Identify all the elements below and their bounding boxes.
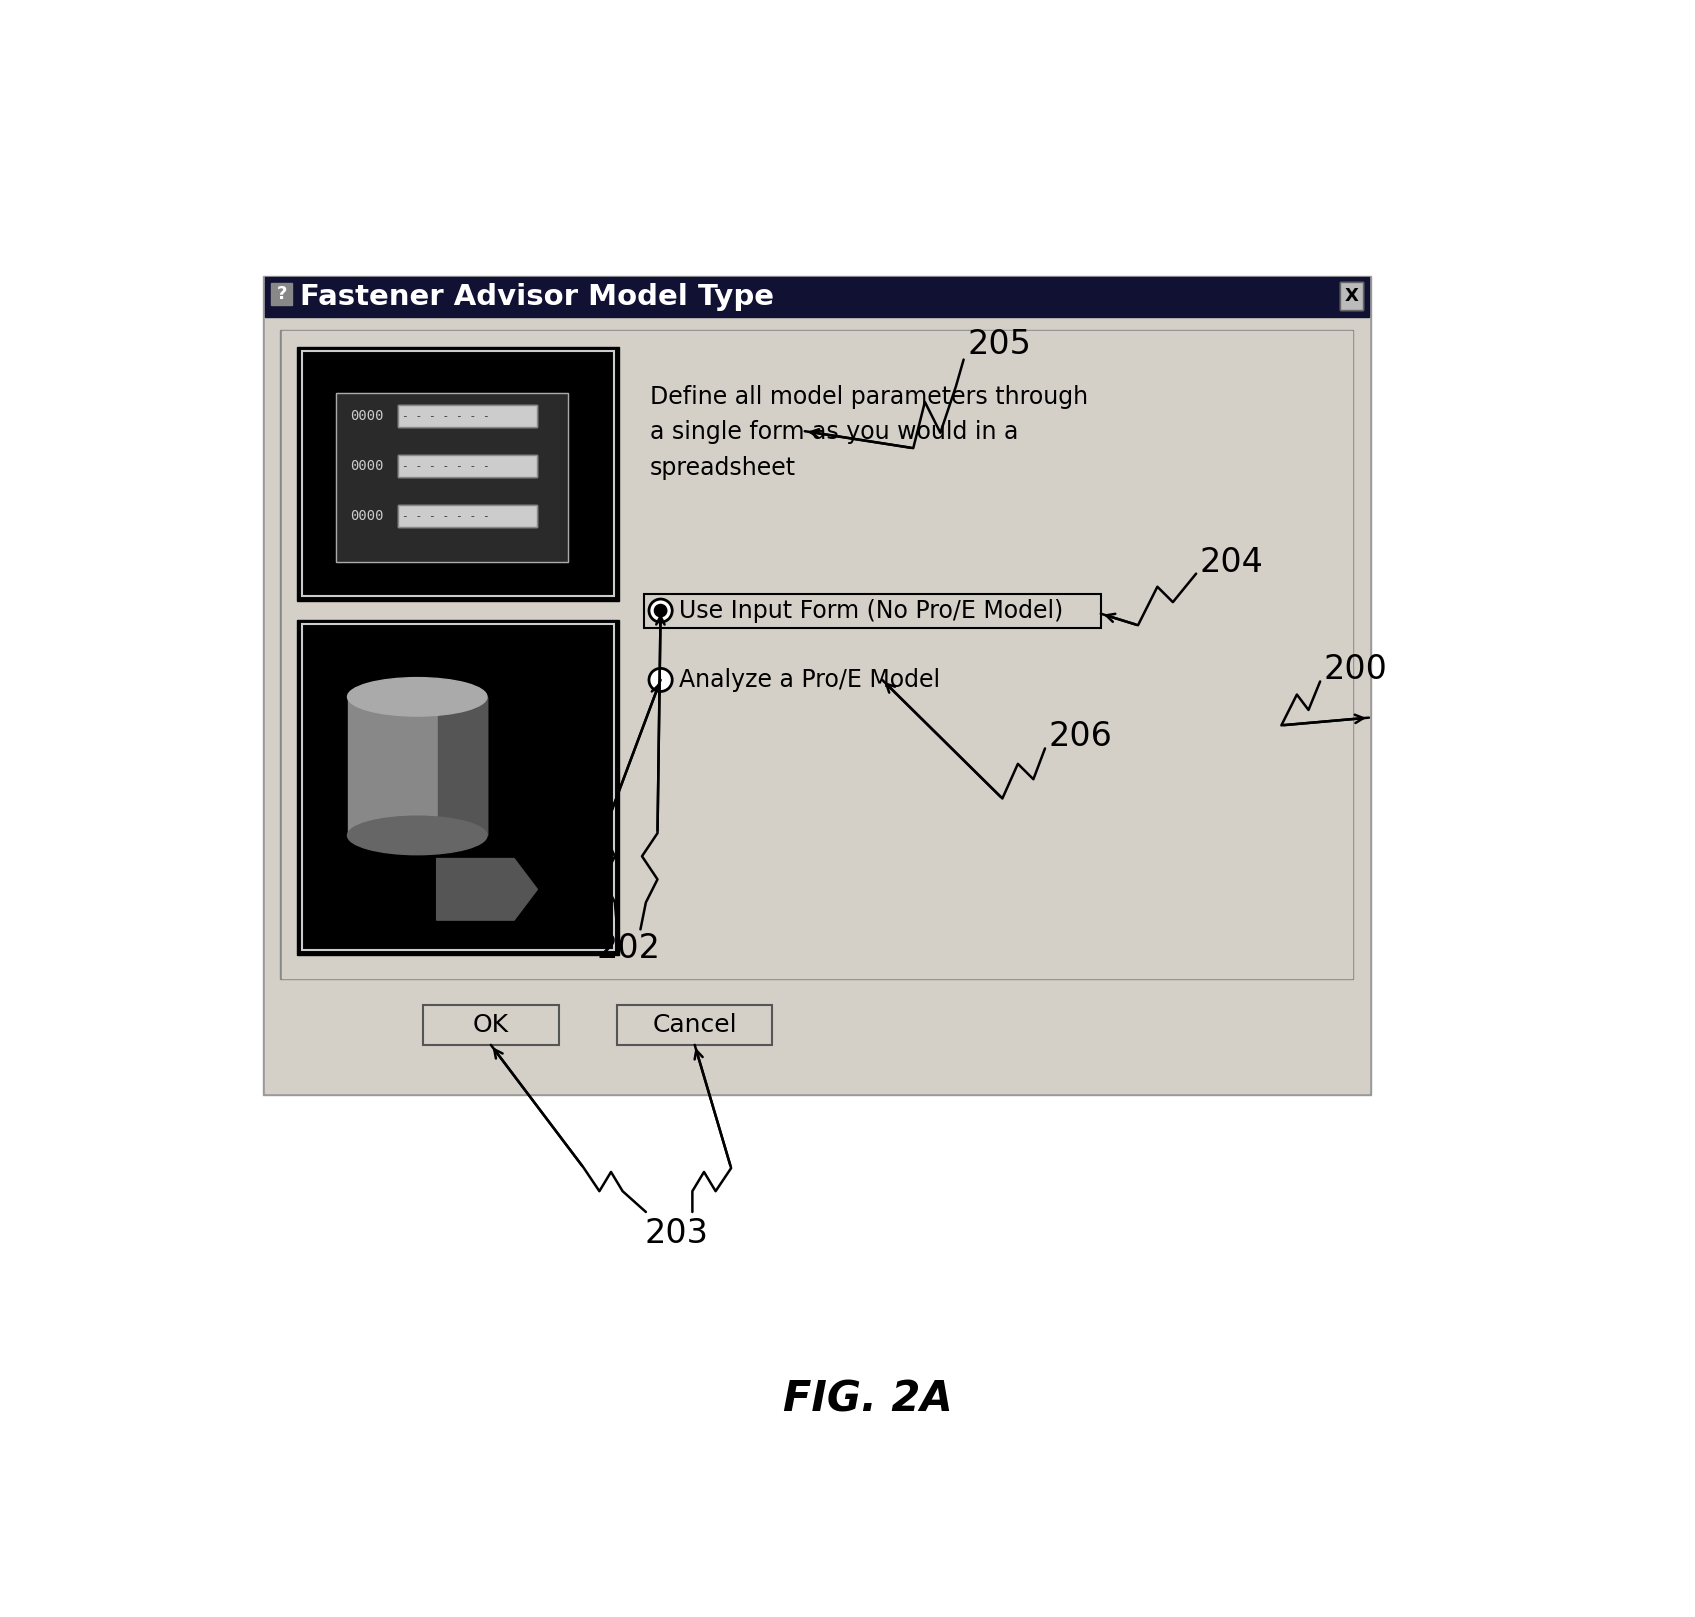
Bar [424,1004,559,1045]
Ellipse shape [347,678,486,716]
Ellipse shape [347,817,486,855]
Bar [644,593,1100,627]
Text: - - - - - - -: - - - - - - - [402,411,490,420]
Text: 204: 204 [1200,545,1264,579]
Bar [617,1004,773,1045]
Text: Fastener Advisor Model Type: Fastener Advisor Model Type [300,283,775,310]
Bar [264,277,1370,317]
Text: Define all model parameters through
a single form as you would in a
spreadsheet: Define all model parameters through a si… [649,385,1088,480]
Text: FIG. 2A: FIG. 2A [783,1378,953,1420]
Polygon shape [437,859,537,920]
Bar [424,1004,559,1045]
Text: 206: 206 [1049,721,1112,754]
Bar [302,351,614,597]
Bar [281,331,1353,978]
Text: Use Input Form (No Pro/E Model): Use Input Form (No Pro/E Model) [680,598,1063,623]
Bar [1339,281,1363,309]
Bar [271,283,293,306]
Text: Analyze a Pro/E Model: Analyze a Pro/E Model [680,668,941,692]
Circle shape [649,668,673,692]
Bar [297,346,619,600]
Text: Cancel: Cancel [653,1012,737,1036]
Bar [336,393,568,563]
Bar [1339,281,1363,309]
Text: 0000: 0000 [351,459,383,472]
Text: 0000: 0000 [351,409,383,422]
Bar [280,330,1353,980]
Polygon shape [439,697,486,836]
Text: X: X [1344,286,1358,304]
Bar [398,505,537,527]
Bar [264,277,1370,1093]
Bar [398,505,537,527]
Bar [398,454,537,477]
Text: - - - - - - -: - - - - - - - [402,511,490,521]
Text: 203: 203 [644,1218,709,1250]
Polygon shape [347,697,486,836]
Text: 205: 205 [968,328,1031,361]
Text: - - - - - - -: - - - - - - - [402,461,490,471]
Bar [297,619,619,954]
Text: 200: 200 [1324,653,1388,686]
Bar [336,393,568,563]
Text: 0000: 0000 [351,509,383,522]
Circle shape [649,598,673,623]
Bar [398,404,537,427]
Bar [263,275,1371,1095]
Bar [398,404,537,427]
Bar [617,1004,773,1045]
Bar [302,624,614,951]
Text: ?: ? [276,285,286,302]
Bar [398,454,537,477]
Text: OK: OK [473,1012,508,1036]
Circle shape [654,605,666,616]
Text: 202: 202 [597,931,661,965]
